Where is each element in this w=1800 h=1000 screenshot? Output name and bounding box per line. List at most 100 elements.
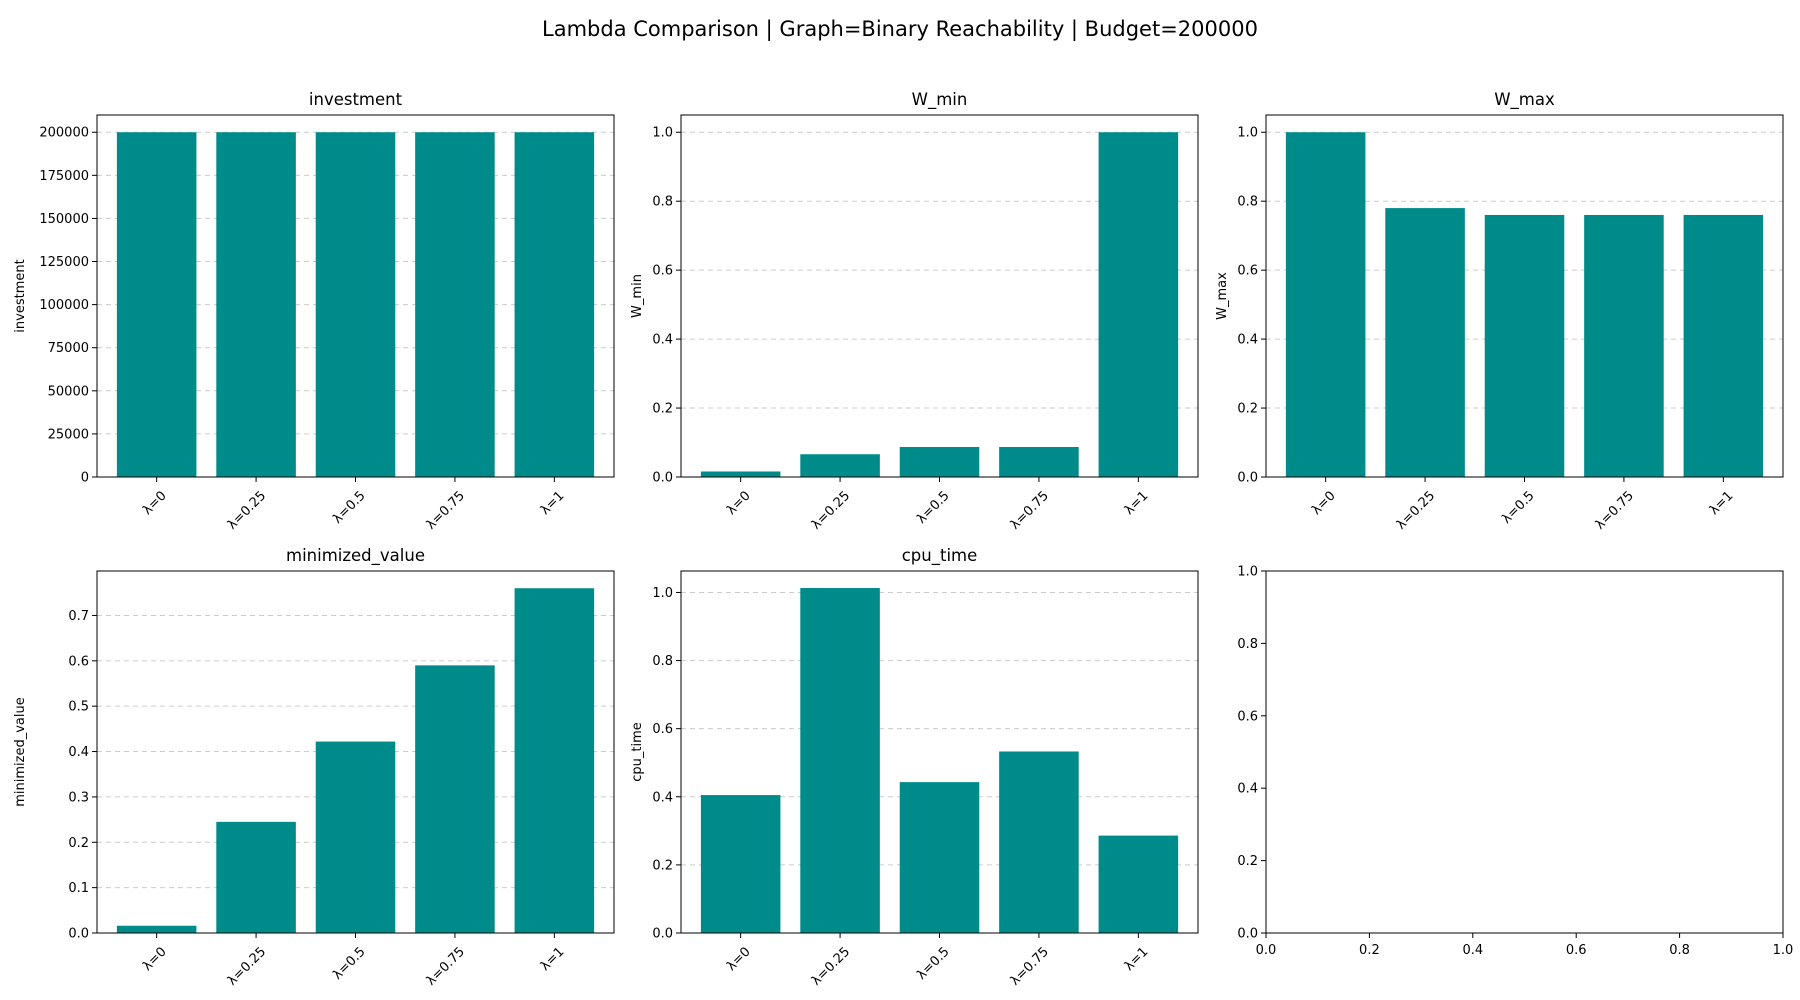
- y-tick-label: 0.6: [652, 264, 673, 279]
- y-tick-label: 0.0: [652, 927, 673, 942]
- y-tick-label: 0.3: [68, 790, 89, 805]
- subplot-title: investment: [309, 90, 403, 109]
- x-tick-label: λ=0.25: [1394, 488, 1438, 532]
- bar-cpu_time-3: [999, 751, 1079, 933]
- x-tick-label: λ=1: [538, 944, 568, 974]
- axes-frame: [680, 114, 1199, 478]
- subplot-W_max: λ=0 λ=0.25 λ=0.5 λ=0.75 λ=1 0.0 0.2 0.4 0.6 0.8 1.…: [1215, 90, 1784, 533]
- bar-W_max-2: [1484, 214, 1565, 477]
- y-tick-label: 125000: [39, 255, 89, 270]
- y-axis-label: investment: [13, 259, 28, 332]
- x-tick-label: λ=0.75: [1008, 488, 1052, 532]
- x-tick-label: 0.8: [1669, 943, 1690, 958]
- subplot-title: W_max: [1494, 90, 1555, 110]
- x-tick-label: λ=0.75: [1593, 488, 1637, 532]
- bar-W_max-4: [1683, 214, 1764, 477]
- x-tick-label: 0.0: [1256, 943, 1277, 958]
- bar-W_min-4: [1098, 132, 1179, 477]
- subplot-cpu_time: λ=0 λ=0.25 λ=0.5 λ=0.75 λ=1 0.0 0.2 0.4 0.6 0.8 1.…: [630, 546, 1199, 989]
- y-tick-label: 0.6: [1237, 264, 1258, 279]
- bar-W_max-0: [1285, 132, 1366, 477]
- axes-frame: [680, 570, 1199, 934]
- y-tick-label: 0.8: [1237, 637, 1258, 652]
- x-tick-label: λ=0: [724, 944, 754, 974]
- y-axis-label: W_min: [630, 274, 645, 318]
- bar-minimized_value-4: [514, 588, 595, 933]
- x-tick-label: λ=0: [724, 488, 754, 518]
- bar-cpu_time-0: [700, 795, 781, 933]
- subplot-title: minimized_value: [286, 546, 425, 566]
- x-tick-label: λ=0.5: [1499, 488, 1537, 526]
- x-tick-label: λ=0.5: [914, 488, 952, 526]
- y-tick-label: 50000: [48, 384, 89, 399]
- y-tick-label: 150000: [39, 212, 89, 227]
- y-tick-label: 0.4: [68, 745, 89, 760]
- y-tick-label: 0.2: [68, 836, 89, 851]
- x-tick-label: λ=1: [1707, 488, 1737, 518]
- y-tick-label: 25000: [48, 427, 89, 442]
- x-tick-label: λ=0.25: [809, 944, 853, 988]
- x-tick-label: 0.4: [1462, 943, 1483, 958]
- y-tick-label: 0.2: [1237, 854, 1258, 869]
- subplot-minimized_value: λ=0 λ=0.25 λ=0.5 λ=0.75 λ=1 0.0 0.1 0.2 0.3 0.4 0.…: [13, 546, 615, 989]
- x-tick-label: λ=0.25: [809, 488, 853, 532]
- x-tick-label: λ=0: [140, 488, 170, 518]
- y-tick-label: 0.4: [1237, 333, 1258, 348]
- y-tick-label: 0.6: [1237, 709, 1258, 724]
- bar-minimized_value-3: [415, 665, 495, 933]
- figure-title: Lambda Comparison | Graph=Binary Reachab…: [542, 17, 1258, 42]
- axes-frame: [1265, 570, 1784, 934]
- y-tick-label: 1.0: [652, 586, 673, 601]
- y-tick-label: 1.0: [1237, 565, 1258, 580]
- y-tick-label: 200000: [39, 126, 89, 141]
- bar-cpu_time-2: [899, 782, 980, 933]
- y-tick-label: 0.2: [652, 858, 673, 873]
- bar-investment-3: [415, 132, 495, 477]
- bar-W_max-1: [1385, 208, 1465, 478]
- subplot-title: W_min: [912, 90, 968, 110]
- y-tick-label: 1.0: [652, 126, 673, 141]
- y-tick-label: 100000: [39, 298, 89, 313]
- y-tick-label: 0.0: [1237, 927, 1258, 942]
- bar-investment-1: [216, 132, 296, 477]
- bar-investment-2: [315, 132, 396, 477]
- y-tick-label: 0.2: [652, 402, 673, 417]
- y-tick-label: 0.7: [68, 609, 89, 624]
- y-tick-label: 0.6: [652, 722, 673, 737]
- bar-cpu_time-4: [1098, 835, 1179, 933]
- subplot-title: cpu_time: [902, 546, 978, 566]
- bar-W_max-3: [1584, 214, 1664, 477]
- bar-minimized_value-1: [216, 821, 296, 933]
- y-tick-label: 1.0: [1237, 126, 1258, 141]
- bar-cpu_time-1: [800, 588, 880, 933]
- x-tick-label: λ=1: [1122, 488, 1152, 518]
- x-tick-label: λ=1: [538, 488, 568, 518]
- subplot-grid: λ=0 λ=0.25 λ=0.5 λ=0.75 λ=1 0 25000 50000 75000 1…: [13, 90, 1793, 989]
- bar-investment-0: [116, 132, 197, 477]
- y-axis-label: minimized_value: [13, 697, 28, 806]
- y-tick-label: 0.0: [1237, 471, 1258, 486]
- x-tick-label: λ=0.25: [225, 488, 269, 532]
- y-tick-label: 0.6: [68, 654, 89, 669]
- x-tick-label: λ=0.75: [424, 488, 468, 532]
- x-tick-label: 0.2: [1359, 943, 1380, 958]
- y-tick-label: 0.5: [68, 700, 89, 715]
- y-tick-label: 0.1: [68, 881, 89, 896]
- bar-W_min-2: [899, 447, 980, 477]
- x-tick-label: λ=0.5: [330, 488, 368, 526]
- x-tick-label: λ=1: [1122, 944, 1152, 974]
- x-tick-label: λ=0: [140, 944, 170, 974]
- bar-W_min-3: [999, 447, 1079, 477]
- subplot-investment: λ=0 λ=0.25 λ=0.5 λ=0.75 λ=1 0 25000 50000 75000 1…: [13, 90, 615, 533]
- y-tick-label: 75000: [48, 341, 89, 356]
- bar-W_min-0: [700, 471, 781, 477]
- y-tick-label: 0.8: [652, 654, 673, 669]
- bar-minimized_value-2: [315, 741, 396, 933]
- subplot-empty: 0.0 0.2 0.4 0.6 0.8 1.0 0.0 0.2 0.4 0.6 0.8 1.0: [1237, 565, 1793, 959]
- y-tick-label: 0.4: [1237, 782, 1258, 797]
- subplot-W_min: λ=0 λ=0.25 λ=0.5 λ=0.75 λ=1 0.0 0.2 0.4 0.6 0.8 1.…: [630, 90, 1199, 533]
- bar-minimized_value-0: [116, 925, 197, 933]
- y-axis-label: cpu_time: [630, 722, 645, 782]
- y-tick-label: 0.8: [1237, 195, 1258, 210]
